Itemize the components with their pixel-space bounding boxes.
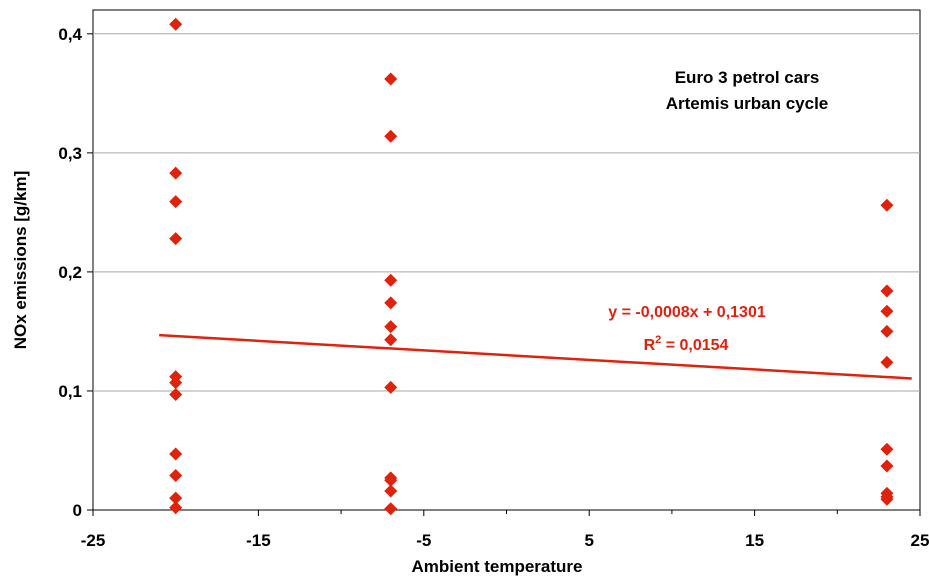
r-squared-superscript: 2 (655, 334, 661, 346)
data-point (384, 473, 398, 487)
x-tick-label: 5 (584, 531, 593, 550)
data-point (169, 447, 183, 461)
x-tick-label: -25 (81, 531, 106, 550)
data-point (880, 442, 894, 456)
x-tick-label: 15 (745, 531, 764, 550)
annotation-line-2: Artemis urban cycle (666, 94, 829, 113)
y-axis-ticks: 0 0,1 0,2 0,3 0,4 (58, 25, 93, 520)
data-point (880, 284, 894, 298)
data-point (384, 72, 398, 86)
data-point (880, 198, 894, 212)
data-point (880, 355, 894, 369)
data-point (169, 232, 183, 246)
annotation-line-1: Euro 3 petrol cars (675, 68, 820, 87)
r-squared-value: = 0,0154 (661, 337, 728, 354)
data-point (169, 17, 183, 31)
trendline (159, 333, 912, 380)
x-tick-label: 25 (911, 531, 929, 550)
data-point (384, 129, 398, 143)
data-point (880, 324, 894, 338)
data-point (169, 468, 183, 482)
x-axis-label: Ambient temperature (412, 557, 583, 576)
data-point (384, 273, 398, 287)
trendline-equation: y = -0,0008x + 0,1301 (608, 304, 766, 321)
data-point (384, 296, 398, 310)
y-tick-label: 0,1 (58, 382, 82, 401)
y-tick-label: 0,2 (58, 263, 82, 282)
y-axis-label: NOx emissions [g/km] (11, 171, 30, 350)
data-point (384, 484, 398, 498)
data-point (384, 333, 398, 347)
data-point (880, 492, 894, 506)
y-tick-label: 0,3 (58, 144, 82, 163)
x-tick-label: -5 (416, 531, 431, 550)
data-point (384, 380, 398, 394)
data-point (169, 195, 183, 209)
data-point (169, 491, 183, 505)
data-point (384, 502, 398, 516)
data-point (384, 320, 398, 334)
x-axis-ticks: -25 -15 -5 5 15 25 (81, 510, 929, 550)
data-point (169, 501, 183, 515)
r-squared-prefix: R (644, 337, 656, 354)
data-point (169, 166, 183, 180)
data-point (169, 376, 183, 390)
data-points (169, 17, 894, 516)
y-tick-label: 0,4 (58, 25, 82, 44)
data-point (880, 304, 894, 318)
plot-area (92, 9, 921, 511)
x-tick-label: -15 (246, 531, 271, 550)
r-squared-label: R2 = 0,0154 (644, 334, 729, 354)
y-tick-label: 0 (73, 501, 82, 520)
data-point (880, 459, 894, 473)
data-point (169, 388, 183, 402)
gridlines (93, 33, 920, 392)
